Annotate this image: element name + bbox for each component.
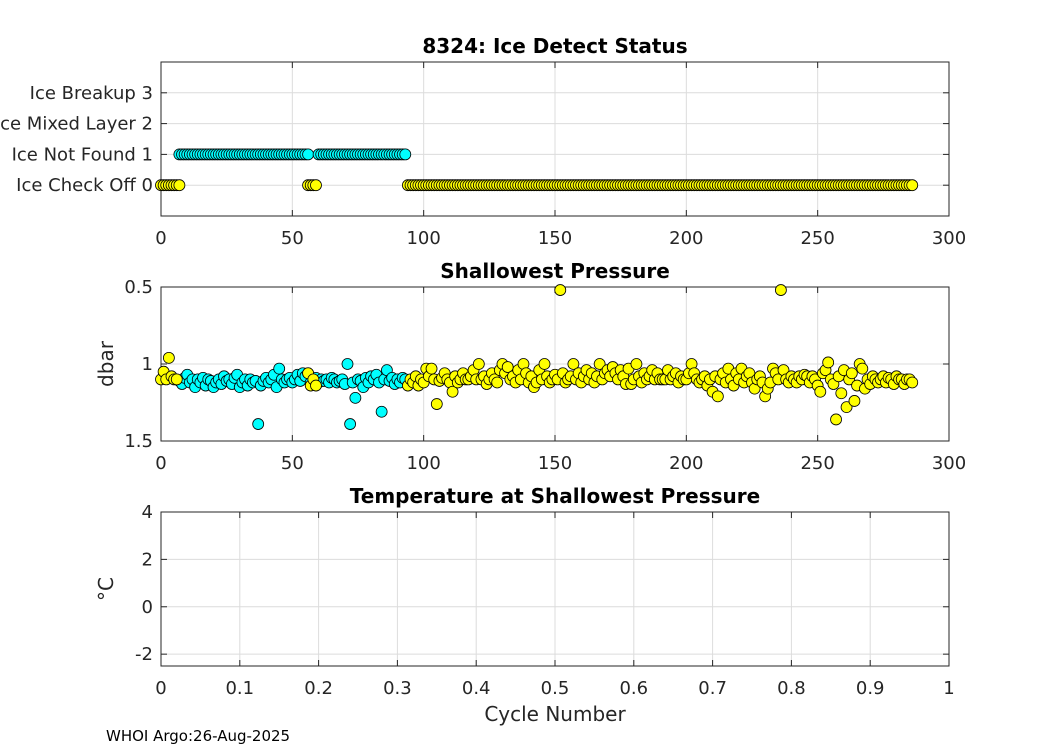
- x-tick-label: 0.8: [777, 678, 806, 699]
- data-point-yellow: [446, 385, 459, 398]
- x-tick-label: 0.6: [619, 678, 648, 699]
- data-point-cyan: [344, 418, 357, 430]
- footer-label: WHOI Argo:26-Aug-2025: [106, 727, 290, 745]
- x-tick-label: 150: [538, 453, 572, 474]
- data-point-cyan: [375, 405, 388, 418]
- data-point-yellow: [906, 179, 919, 192]
- data-point-yellow: [173, 179, 186, 192]
- data-point-yellow: [822, 356, 835, 369]
- data-point-yellow: [835, 387, 848, 400]
- x-tick-label: 0.9: [856, 678, 885, 699]
- data-point-yellow: [430, 398, 443, 410]
- data-point-yellow: [472, 358, 485, 370]
- data-point-cyan: [252, 418, 265, 430]
- data-point-cyan: [399, 148, 412, 161]
- data-point-yellow: [711, 390, 724, 403]
- data-point-yellow: [425, 362, 438, 375]
- y-tick-label: 0.5: [124, 277, 153, 298]
- data-point-yellow: [774, 284, 787, 296]
- x-tick-label: 0.1: [225, 678, 254, 699]
- y-axis-label: °C: [94, 577, 118, 601]
- x-tick-label: 1: [943, 678, 954, 699]
- data-point-yellow: [170, 373, 183, 386]
- shallowest-pressure-chart: 0 50 100 150 200 250 300 0.5 1 1.5 Shallowest Pres…: [94, 259, 966, 474]
- data-point-yellow: [554, 284, 567, 296]
- x-tick-label: 0.2: [304, 678, 333, 699]
- data-point-cyan: [341, 358, 354, 370]
- y-tick-label: 1: [142, 354, 153, 375]
- chart-title: 8324: Ice Detect Status: [422, 34, 687, 58]
- data-point-yellow: [848, 395, 861, 407]
- data-points: [155, 284, 919, 430]
- data-point-yellow: [491, 376, 504, 389]
- x-tick-label: 0: [155, 678, 166, 699]
- data-point-yellow: [538, 358, 551, 370]
- data-point-yellow: [856, 362, 869, 375]
- x-tick-label: 100: [406, 453, 440, 474]
- x-tick-label: 250: [800, 228, 834, 249]
- x-tick-label: 0: [155, 453, 166, 474]
- y-tick-label: Ice Breakup 3: [30, 83, 153, 104]
- data-point-yellow: [310, 379, 322, 392]
- x-tick-label: 150: [538, 228, 572, 249]
- x-tick-label: 300: [932, 453, 966, 474]
- temperature-chart: 0 0.1 0.2 0.3 0.4 0.5 0.6 0.7 0.8 0.9 1-2024Temper…: [94, 484, 955, 726]
- x-tick-label: 250: [800, 453, 834, 474]
- data-point-yellow: [310, 179, 322, 192]
- x-tick-label: 200: [669, 453, 703, 474]
- data-point-yellow: [162, 351, 175, 364]
- y-tick-label: -2: [135, 644, 153, 665]
- x-tick-label: 0.4: [462, 678, 491, 699]
- data-point-cyan: [302, 148, 314, 161]
- ice-detect-status-chart: 0 50 100 150 200 250 300 Ice Check Off 0 Ice Mix…: [0, 34, 966, 249]
- x-tick-label: 0.5: [541, 678, 570, 699]
- y-tick-label: 1.5: [124, 431, 153, 452]
- x-tick-label: 0: [155, 228, 166, 249]
- chart-title: Temperature at Shallowest Pressure: [350, 484, 760, 508]
- y-tick-label: Ice Check Off 0: [16, 175, 153, 196]
- x-tick-label: 300: [932, 228, 966, 249]
- data-point-yellow: [567, 358, 580, 370]
- data-point-cyan: [273, 362, 286, 375]
- data-points: [155, 148, 919, 192]
- x-tick-label: 50: [281, 453, 304, 474]
- y-tick-label: Ice Mixed Layer 2: [0, 114, 153, 135]
- x-tick-label: 0.7: [698, 678, 727, 699]
- data-point-yellow: [593, 358, 606, 370]
- y-tick-label: 0: [142, 597, 153, 618]
- y-tick-label: Ice Not Found 1: [12, 144, 153, 165]
- data-point-yellow: [845, 367, 858, 380]
- data-point-yellow: [630, 358, 643, 370]
- x-tick-label: 50: [281, 228, 304, 249]
- data-point-yellow: [830, 413, 842, 426]
- x-tick-label: 100: [406, 228, 440, 249]
- data-point-yellow: [814, 385, 827, 398]
- y-tick-label: 4: [142, 502, 153, 523]
- y-axis-label: dbar: [94, 340, 118, 387]
- y-tick-label: 2: [142, 549, 153, 570]
- x-tick-label: 200: [669, 228, 703, 249]
- x-tick-label: 0.3: [383, 678, 412, 699]
- x-axis-label: Cycle Number: [484, 702, 626, 726]
- data-point-yellow: [840, 401, 853, 414]
- data-point-yellow: [906, 376, 919, 389]
- data-point-cyan: [349, 391, 362, 404]
- chart-title: Shallowest Pressure: [440, 259, 670, 283]
